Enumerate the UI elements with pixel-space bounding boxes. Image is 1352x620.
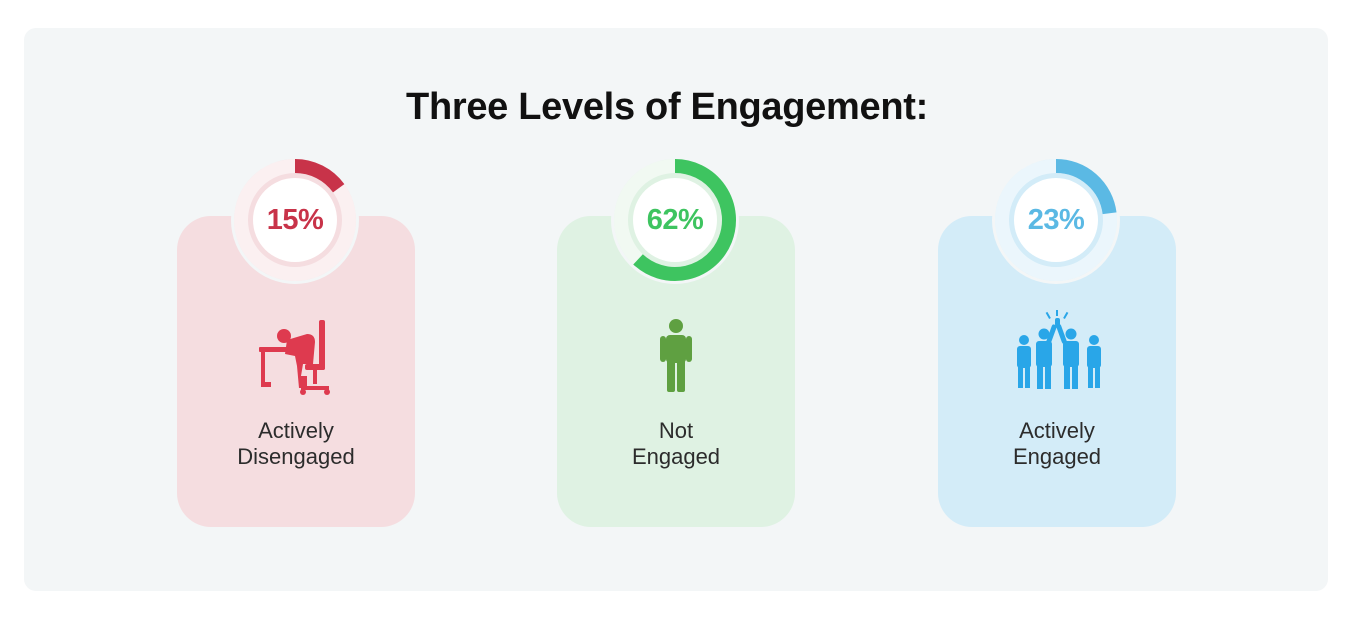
- page-title: Three Levels of Engagement:: [406, 86, 928, 128]
- standing-person-icon: [658, 318, 694, 399]
- donut-ring-62: 62%: [611, 156, 739, 284]
- card-label: Not Engaged: [631, 418, 721, 469]
- progress-arc: [294, 159, 345, 193]
- team-high-five-icon: [1014, 310, 1104, 397]
- percentage-value: 15%: [266, 204, 324, 236]
- card-label: Actively Engaged: [1012, 418, 1102, 469]
- percentage-value: 23%: [1027, 204, 1085, 236]
- person-slumped-at-desk-icon: [257, 320, 337, 405]
- progress-arc: [633, 159, 736, 281]
- card-label: Actively Disengaged: [237, 418, 355, 469]
- progress-arc: [1055, 159, 1117, 215]
- donut-ring-15: 15%: [231, 156, 359, 284]
- donut-ring-23: 23%: [992, 156, 1120, 284]
- percentage-value: 62%: [646, 204, 704, 236]
